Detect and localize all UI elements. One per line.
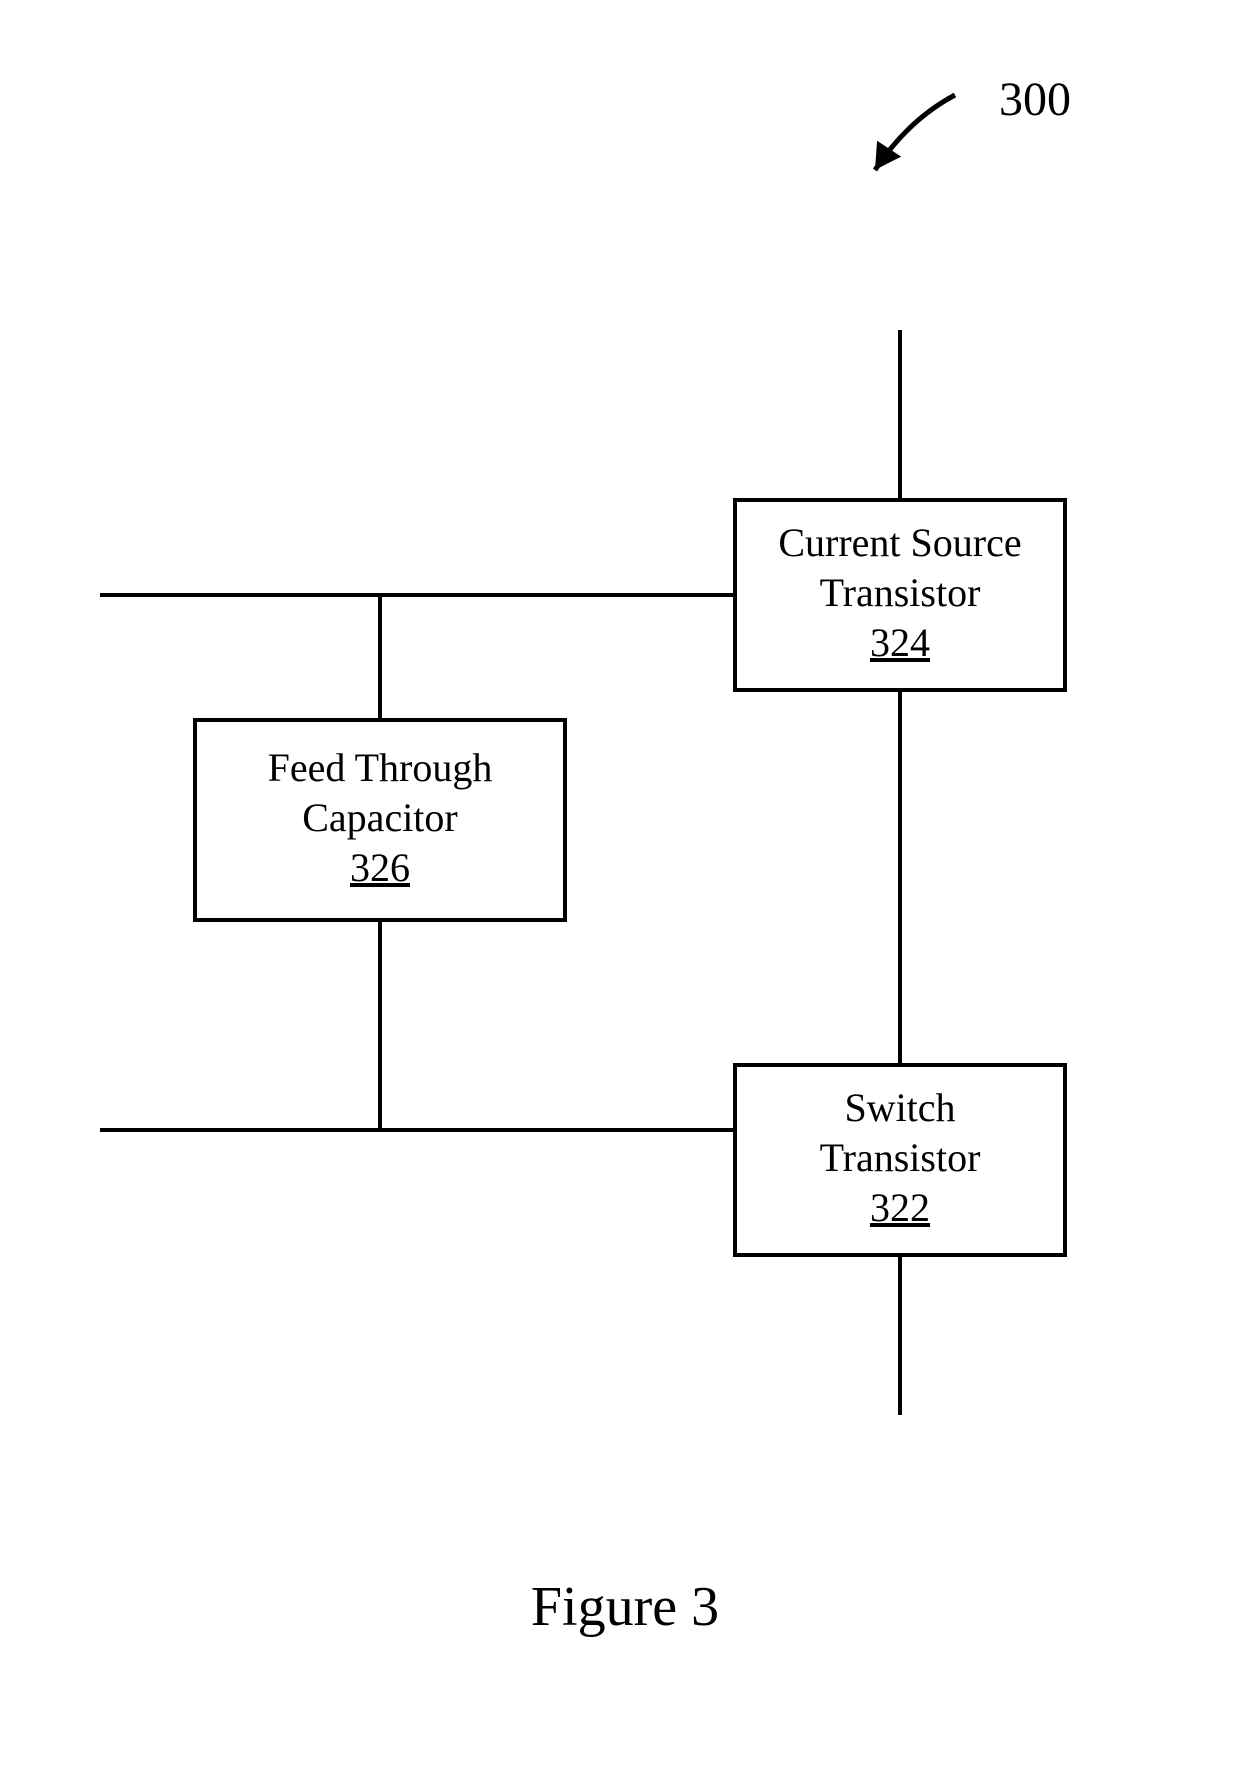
figure-caption: Figure 3 bbox=[531, 1576, 719, 1638]
switch-ref: 322 bbox=[870, 1185, 930, 1230]
figure-ref-label: 300 bbox=[999, 73, 1071, 126]
current_source-ref: 324 bbox=[870, 620, 930, 665]
switch-label-2: Transistor bbox=[820, 1135, 981, 1180]
feed_through-ref: 326 bbox=[350, 845, 410, 890]
current_source-label-2: Transistor bbox=[820, 570, 981, 615]
ref-arrow-head bbox=[875, 141, 901, 170]
switch-label-1: Switch bbox=[844, 1085, 955, 1130]
feed_through-label-1: Feed Through bbox=[268, 745, 493, 790]
current_source-label-1: Current Source bbox=[778, 520, 1021, 565]
feed_through-label-2: Capacitor bbox=[302, 795, 458, 840]
